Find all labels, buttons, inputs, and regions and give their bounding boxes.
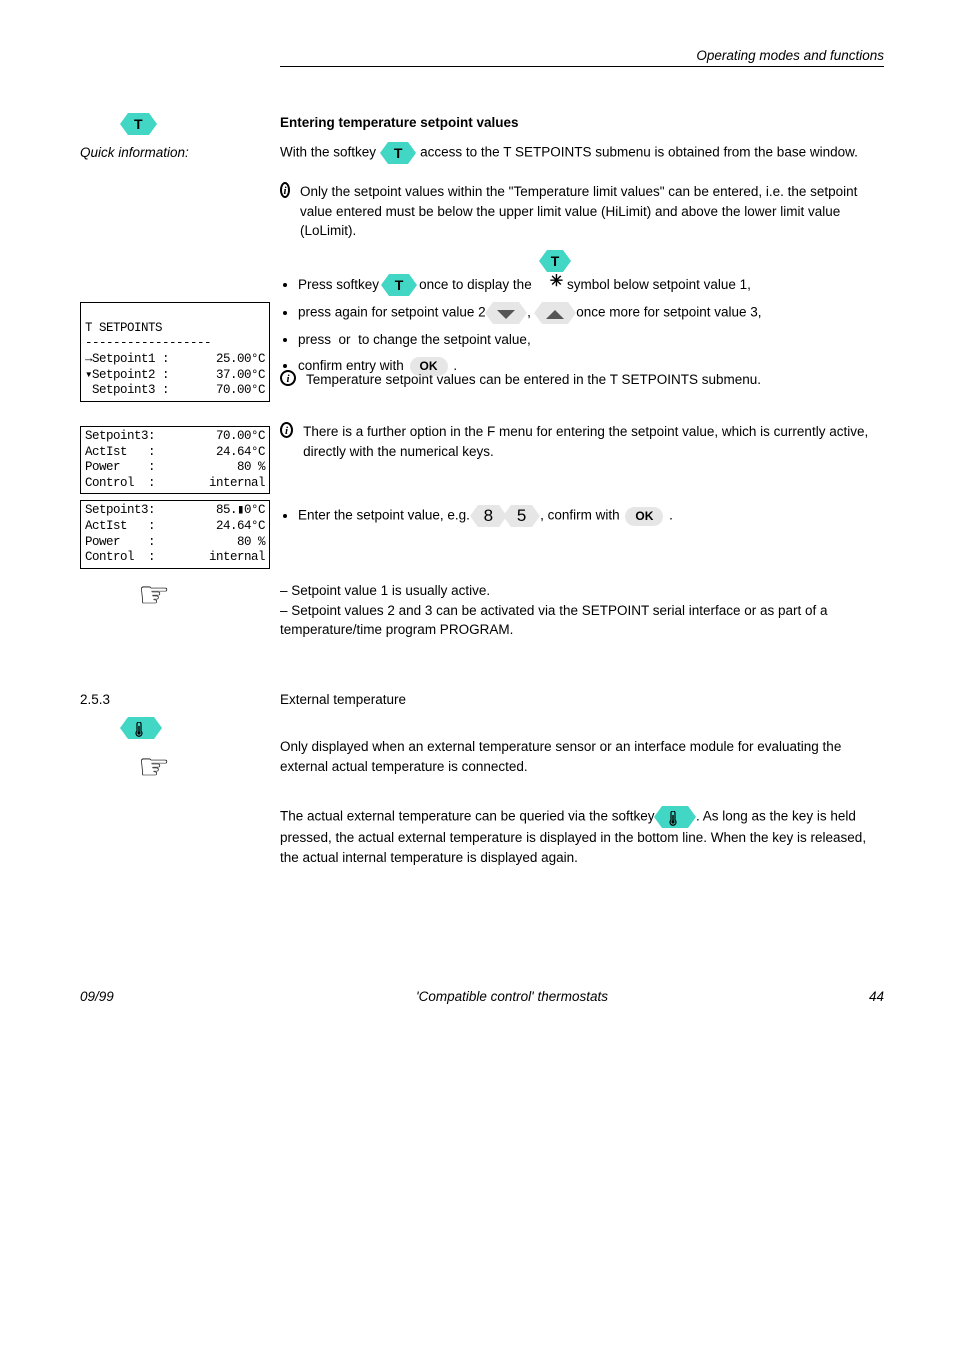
lead-text: With the softkey T access to the T SETPO…	[280, 142, 884, 164]
section-heading: Entering temperature setpoint values	[280, 113, 884, 133]
page-section-title: Operating modes and functions	[696, 48, 884, 63]
ok-key: OK	[625, 507, 663, 526]
numkey-8: 8	[478, 505, 499, 527]
footer-model: 'Compatible control' thermostats	[200, 987, 824, 1007]
note-list: Setpoint value 1 is usually active. Setp…	[280, 581, 884, 640]
conditional-note: Only displayed when an external temperat…	[280, 737, 884, 776]
divider	[280, 66, 884, 67]
t-softkey-icon-inline: T	[388, 142, 409, 164]
section-number: 2.5.3	[80, 692, 110, 707]
info-text: Temperature setpoint values can be enter…	[306, 370, 761, 390]
info-icon: i	[280, 182, 290, 198]
hand-pointer-icon: ☞	[138, 749, 170, 785]
info-text: Only the setpoint values within the "Tem…	[300, 182, 884, 241]
footer-date: 09/99	[80, 987, 200, 1007]
hand-pointer-icon: ☞	[138, 577, 170, 613]
t-softkey-icon-small: T	[547, 250, 564, 272]
lcd-status-1: Setpoint3:70.00°CActIst :24.64°CPower :8…	[80, 426, 270, 495]
thermometer-icon	[666, 811, 684, 827]
thermometer-icon	[132, 722, 150, 738]
thermometer-softkey-icon-inline	[662, 806, 688, 828]
instruction-list: Enter the setpoint value, e.g. 8 5 , con…	[280, 505, 884, 527]
info-icon: i	[280, 422, 293, 438]
asterisk-icon: ✳	[547, 278, 564, 286]
numkey-5: 5	[511, 505, 532, 527]
up-arrow-key	[542, 302, 568, 324]
section-title: External temperature	[280, 692, 406, 707]
t-softkey-icon: T	[128, 113, 149, 135]
ext-temp-paragraph: The actual external temperature can be q…	[280, 806, 884, 867]
info-text: There is a further option in the F menu …	[303, 422, 884, 461]
lcd-setpoints: T SETPOINTS ------------------ →Setpoint…	[80, 302, 270, 402]
quick-info-label: Quick information:	[80, 143, 280, 163]
lcd-status-2: Setpoint3:85.▮0°CActIst :24.64°CPower :8…	[80, 500, 270, 569]
down-arrow-key	[493, 302, 519, 324]
thermometer-softkey-icon	[128, 717, 154, 739]
info-icon: i	[280, 370, 296, 386]
t-softkey-icon-inline: T	[389, 274, 410, 296]
footer-page: 44	[824, 987, 884, 1007]
